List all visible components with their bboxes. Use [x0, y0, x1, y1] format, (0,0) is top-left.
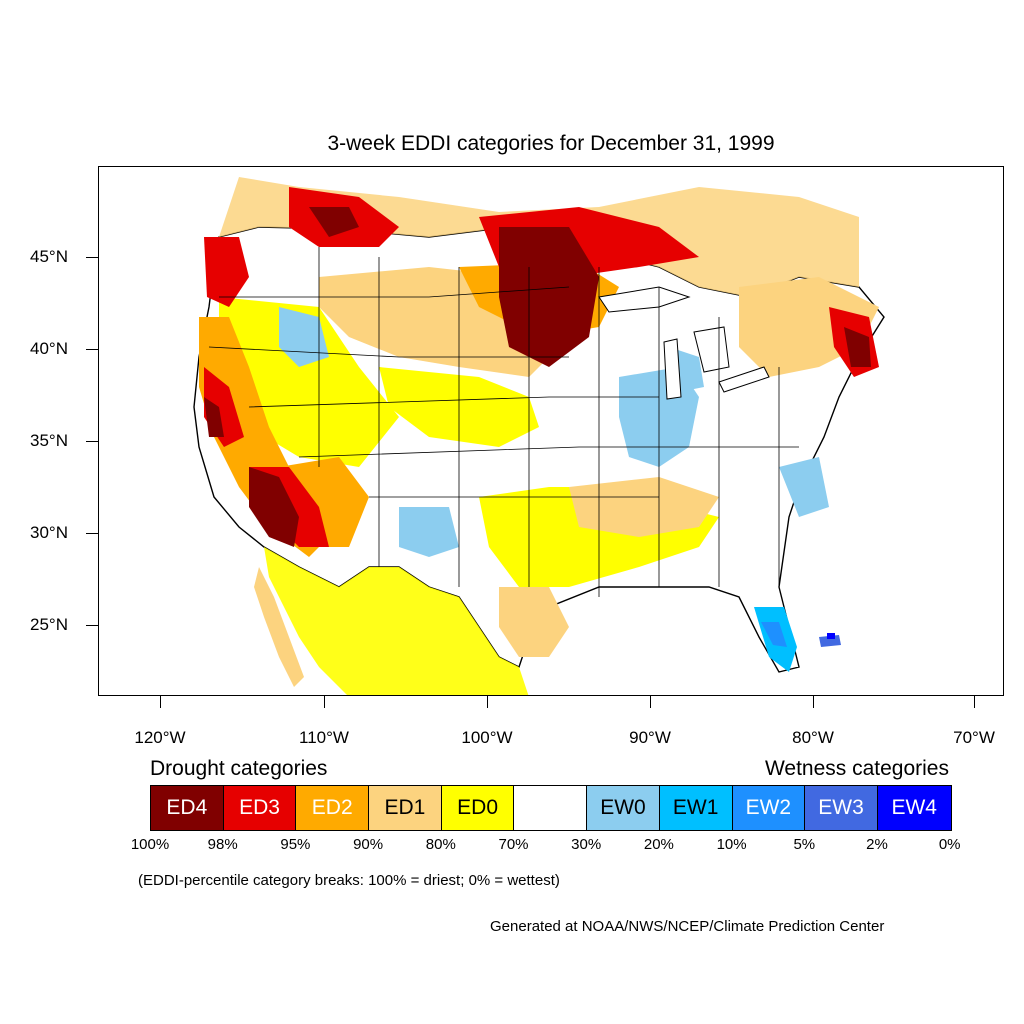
lat-label: 45°N [30, 247, 68, 266]
legend-swatch [514, 786, 588, 830]
lat-tick [86, 257, 98, 258]
lat-label: 30°N [30, 523, 68, 542]
lon-tick [974, 696, 975, 708]
florida-ew2 [761, 622, 787, 647]
mexico-region [264, 547, 529, 695]
lon-label: 120°W [134, 728, 186, 747]
legend-percentile: 98% [207, 836, 238, 853]
ca-ed4 [204, 397, 224, 437]
legend-swatch: ED0 [441, 786, 515, 830]
category-note: (EDDI-percentile category breaks: 100% =… [138, 872, 560, 889]
legend-swatch: ED4 [151, 786, 224, 830]
north-ed4 [309, 207, 359, 237]
legend-color-bar: ED4 ED3 ED2 ED1 ED0 EW0 EW1 EW2 EW3 EW4 [150, 785, 952, 831]
lat-tick [86, 533, 98, 534]
southeast-ed1 [569, 477, 719, 537]
credit-text: Generated at NOAA/NWS/NCEP/Climate Predi… [490, 918, 885, 935]
legend-percentile: 5% [793, 836, 816, 853]
legend-percentile: 70% [498, 836, 529, 853]
lake-michigan [663, 338, 682, 400]
state-boundaries [208, 247, 799, 597]
sw-ed4 [249, 467, 299, 547]
nm-ew0 [399, 507, 459, 557]
lat-tick [86, 349, 98, 350]
legend-swatch: EW2 [732, 786, 806, 830]
lake-superior [598, 286, 691, 313]
idaho-ew0 [279, 307, 329, 367]
pnw-ed3 [204, 237, 249, 307]
canada-strip [219, 177, 859, 297]
legend-percentile: 100% [130, 836, 170, 853]
carolina-ew0 [779, 457, 829, 517]
legend-percentile: 30% [571, 836, 602, 853]
legend-percentile: 2% [866, 836, 888, 853]
lake-erie [718, 366, 770, 393]
drought-heading: Drought categories [150, 757, 328, 780]
legend-percentile: 10% [716, 836, 747, 853]
legend-percentile: 95% [280, 836, 311, 853]
lon-label: 90°W [629, 728, 671, 747]
legend-swatch: EW3 [805, 786, 878, 830]
eddi-map [193, 177, 885, 695]
lon-tick [324, 696, 325, 708]
lake-huron [693, 326, 730, 373]
lon-tick [160, 696, 161, 708]
lon-label: 100°W [461, 728, 513, 747]
lat-label: 35°N [30, 431, 68, 450]
lon-label: 70°W [953, 728, 995, 747]
lat-tick [86, 441, 98, 442]
legend-percentile: 90% [353, 836, 384, 853]
lat-tick [86, 625, 98, 626]
lon-tick [487, 696, 488, 708]
legend-swatch: ED3 [223, 786, 297, 830]
plains-ed4 [499, 227, 599, 367]
lon-tick [650, 696, 651, 708]
baja-region [254, 567, 304, 687]
legend-swatch: EW1 [659, 786, 733, 830]
legend-swatch: EW4 [877, 786, 951, 830]
bahamas-ew3 [819, 635, 841, 647]
texas-ed1 [499, 587, 569, 657]
legend-percentile: 20% [643, 836, 674, 853]
lat-label: 25°N [30, 615, 68, 634]
lat-label: 40°N [30, 339, 68, 358]
lon-label: 80°W [792, 728, 834, 747]
map-title: 3-week EDDI categories for December 31, … [327, 132, 775, 155]
ne-ed4 [844, 327, 871, 367]
lon-tick [813, 696, 814, 708]
wetness-heading: Wetness categories [764, 757, 949, 780]
legend-swatch: ED1 [369, 786, 442, 830]
legend-percentile: 80% [425, 836, 456, 853]
legend-swatch: EW0 [587, 786, 660, 830]
map-panel [98, 166, 1004, 696]
legend-swatch: ED2 [296, 786, 370, 830]
legend-percentile: 0% [938, 836, 961, 853]
lon-label: 110°W [299, 728, 349, 747]
bahamas-ew4 [827, 633, 835, 639]
